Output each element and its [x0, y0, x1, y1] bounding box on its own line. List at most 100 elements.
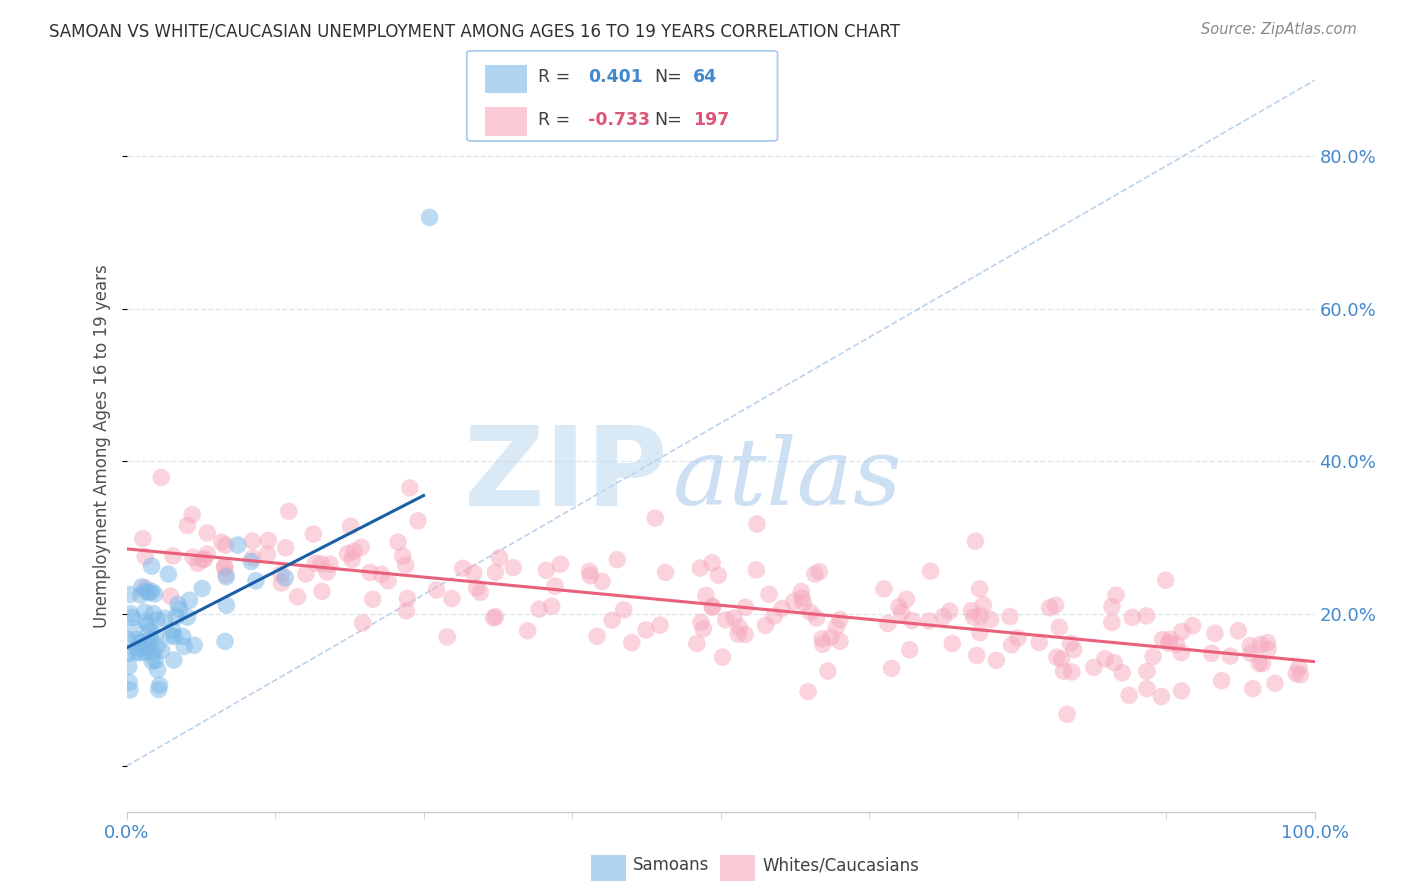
- Point: [138, 624, 160, 639]
- Point: [1249, 657, 1271, 671]
- Point: [1121, 610, 1143, 624]
- Point: [124, 622, 146, 636]
- Point: [941, 636, 963, 650]
- Point: [728, 620, 751, 634]
- Point: [600, 613, 623, 627]
- Point: [167, 597, 190, 611]
- Text: Whites/Caucasians: Whites/Caucasians: [762, 856, 920, 874]
- Text: 0.401: 0.401: [588, 69, 643, 87]
- Point: [1001, 638, 1024, 652]
- Point: [1170, 646, 1192, 660]
- Point: [758, 587, 780, 601]
- Point: [1111, 665, 1133, 680]
- Point: [153, 611, 176, 625]
- Text: Source: ZipAtlas.com: Source: ZipAtlas.com: [1201, 22, 1357, 37]
- Point: [451, 561, 474, 575]
- Point: [162, 549, 184, 563]
- Point: [613, 603, 636, 617]
- Point: [160, 628, 183, 642]
- Point: [165, 610, 187, 624]
- Point: [969, 582, 991, 596]
- Point: [634, 623, 657, 637]
- Point: [191, 582, 214, 596]
- Point: [797, 684, 820, 698]
- Point: [1118, 689, 1140, 703]
- Point: [1249, 638, 1271, 652]
- Text: ZIP: ZIP: [464, 422, 666, 529]
- Point: [1136, 665, 1159, 679]
- Point: [702, 599, 724, 614]
- Point: [1007, 631, 1029, 645]
- Point: [143, 587, 166, 601]
- Point: [790, 591, 813, 605]
- Point: [1241, 681, 1264, 696]
- Point: [488, 550, 510, 565]
- Point: [128, 646, 150, 660]
- Point: [195, 547, 218, 561]
- Point: [1083, 660, 1105, 674]
- Point: [799, 605, 821, 619]
- Point: [191, 552, 214, 566]
- Point: [734, 627, 756, 641]
- Point: [135, 645, 157, 659]
- Point: [1227, 624, 1250, 638]
- Point: [540, 599, 562, 614]
- Point: [963, 610, 986, 624]
- Point: [142, 645, 165, 659]
- Point: [214, 634, 236, 648]
- Point: [181, 550, 204, 565]
- Point: [309, 557, 332, 571]
- Point: [125, 645, 148, 659]
- Point: [1045, 599, 1067, 613]
- Point: [245, 574, 267, 588]
- Point: [896, 592, 918, 607]
- Point: [1046, 650, 1069, 665]
- Point: [484, 609, 506, 624]
- Text: Samoans: Samoans: [633, 856, 709, 874]
- Point: [118, 675, 141, 690]
- Point: [1056, 707, 1078, 722]
- Point: [972, 598, 994, 612]
- Point: [734, 600, 756, 615]
- Point: [138, 638, 160, 652]
- Point: [194, 552, 217, 566]
- Point: [1039, 600, 1062, 615]
- Point: [1101, 599, 1123, 614]
- Point: [242, 551, 264, 566]
- Point: [707, 568, 730, 582]
- Point: [440, 591, 463, 606]
- Point: [695, 589, 717, 603]
- Point: [215, 599, 238, 613]
- Point: [484, 566, 506, 580]
- Point: [134, 615, 156, 629]
- Point: [120, 607, 142, 621]
- Point: [714, 613, 737, 627]
- Point: [159, 589, 181, 603]
- Point: [536, 563, 558, 577]
- Point: [141, 559, 163, 574]
- Point: [146, 612, 169, 626]
- Point: [169, 602, 191, 616]
- Point: [256, 547, 278, 561]
- Point: [1105, 588, 1128, 602]
- Point: [1211, 673, 1233, 688]
- Point: [215, 570, 238, 584]
- Point: [578, 564, 600, 578]
- Point: [591, 574, 613, 589]
- Point: [887, 599, 910, 614]
- Point: [336, 547, 359, 561]
- Point: [395, 604, 418, 618]
- Point: [711, 650, 734, 665]
- Point: [418, 211, 440, 225]
- Point: [173, 640, 195, 654]
- Point: [406, 514, 429, 528]
- Point: [620, 635, 643, 649]
- Text: -0.733: -0.733: [588, 111, 650, 128]
- Point: [527, 602, 550, 616]
- Point: [803, 567, 825, 582]
- Point: [370, 567, 392, 582]
- Point: [226, 538, 249, 552]
- Text: R =: R =: [538, 111, 571, 128]
- Point: [938, 604, 960, 618]
- Point: [195, 525, 218, 540]
